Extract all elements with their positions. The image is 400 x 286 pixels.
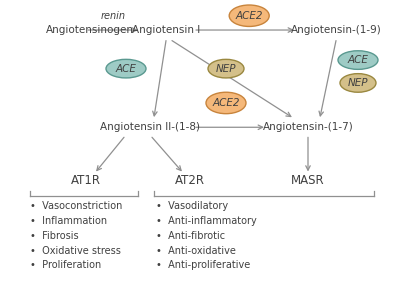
Text: Angiotensin-(1-7): Angiotensin-(1-7) [263,122,353,132]
Ellipse shape [340,74,376,92]
Text: •  Anti-proliferative: • Anti-proliferative [156,261,250,270]
Text: ACE: ACE [116,64,136,74]
Text: •  Inflammation: • Inflammation [30,216,107,226]
Text: ACE2: ACE2 [212,98,240,108]
Ellipse shape [106,59,146,78]
Text: Angiotensin I: Angiotensin I [132,25,200,35]
Text: MASR: MASR [291,174,325,187]
Ellipse shape [338,51,378,69]
Ellipse shape [208,59,244,78]
Text: Angiotensinogen: Angiotensinogen [46,25,134,35]
Text: ACE: ACE [348,55,368,65]
Text: NEP: NEP [348,78,368,88]
Ellipse shape [229,5,269,27]
Text: renin: renin [101,11,126,21]
Text: AT1R: AT1R [71,174,101,187]
Text: Angiotensin-(1-9): Angiotensin-(1-9) [291,25,381,35]
Text: •  Proliferation: • Proliferation [30,261,101,270]
Text: AT2R: AT2R [175,174,205,187]
Text: Angiotensin II-(1-8): Angiotensin II-(1-8) [100,122,200,132]
Text: •  Anti-fibrotic: • Anti-fibrotic [156,231,225,241]
Text: •  Oxidative stress: • Oxidative stress [30,246,121,255]
Text: •  Fibrosis: • Fibrosis [30,231,79,241]
Text: •  Vasoconstriction: • Vasoconstriction [30,201,122,211]
Text: ACE2: ACE2 [236,11,263,21]
Text: •  Vasodilatory: • Vasodilatory [156,201,228,211]
Text: NEP: NEP [216,64,236,74]
Ellipse shape [206,92,246,114]
Text: •  Anti-oxidative: • Anti-oxidative [156,246,236,255]
Text: •  Anti-inflammatory: • Anti-inflammatory [156,216,257,226]
